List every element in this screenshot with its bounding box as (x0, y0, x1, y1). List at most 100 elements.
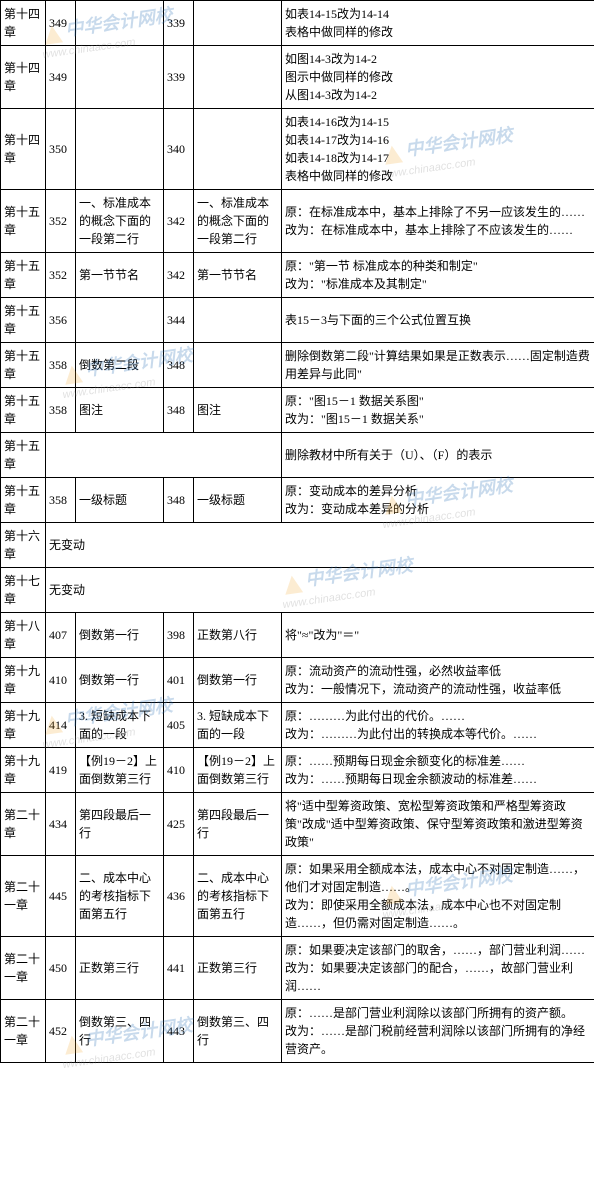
table-row: 第十四章350 340 如表14-16改为14-15如表14-17改为14-16如表… (1, 109, 594, 190)
errata-tbody: 第十四章349339如表14-15改为14-14表格中做同样的修改第十四章349… (1, 1, 594, 1063)
table-row: 第十五章356344表15－3与下面的三个公式位置互换 (1, 298, 594, 343)
cell-page-new: 401 (164, 658, 194, 703)
cell-loc-old: 【例19－2】上面倒数第三行 (76, 748, 164, 793)
cell-chapter: 第十四章 (1, 46, 46, 109)
table-row: 第十七章无变动 (1, 568, 594, 613)
cell-loc-new: 3. 短缺成本下面的一段 (194, 703, 282, 748)
errata-table: 第十四章349339如表14-15改为14-14表格中做同样的修改第十四章349… (0, 0, 594, 1063)
table-row: 第十九章419【例19－2】上面倒数第三行410【例19－2】上面倒数第三行原：… (1, 748, 594, 793)
cell-page-old: 434 (46, 793, 76, 856)
cell-loc-old: 第四段最后一行 (76, 793, 164, 856)
cell-chapter: 第十五章 (1, 190, 46, 253)
cell-chapter: 第二十一章 (1, 856, 46, 937)
cell-chapter: 第二十一章 (1, 1000, 46, 1063)
table-row: 第十八章407倒数第一行398正数第八行将"≈"改为"＝" (1, 613, 594, 658)
cell-merged: 无变动 (46, 568, 594, 613)
cell-loc-new: 【例19－2】上面倒数第三行 (194, 748, 282, 793)
cell-loc-old: 倒数第二段 (76, 343, 164, 388)
cell-loc-old (76, 109, 164, 190)
cell-page-old: 349 (46, 46, 76, 109)
cell-page-old: 414 (46, 703, 76, 748)
cell-loc-old: 第一节节名 (76, 253, 164, 298)
table-row: 第十五章352第一节节名342第一节节名原："第一节 标准成本的种类和制定"改为… (1, 253, 594, 298)
cell-chapter: 第十六章 (1, 523, 46, 568)
cell-page-new: 410 (164, 748, 194, 793)
table-row: 第二十一章450正数第三行441正数第三行原：如果要决定该部门的取舍，……，部门… (1, 937, 594, 1000)
cell-page-new: 348 (164, 343, 194, 388)
table-row: 第十四章349339如图14-3改为14-2图示中做同样的修改从图14-3改为1… (1, 46, 594, 109)
cell-loc-old: 一、标准成本的概念下面的一段第二行 (76, 190, 164, 253)
cell-loc-old: 倒数第一行 (76, 658, 164, 703)
cell-desc: 原：流动资产的流动性强，必然收益率低改为：一般情况下，流动资产的流动性强，收益率… (282, 658, 594, 703)
table-row: 第十六章无变动 (1, 523, 594, 568)
cell-loc-new: 一、标准成本的概念下面的一段第二行 (194, 190, 282, 253)
cell-desc: 将"≈"改为"＝" (282, 613, 594, 658)
cell-page-old: 358 (46, 388, 76, 433)
cell-loc-new (194, 109, 282, 190)
cell-loc-new (194, 46, 282, 109)
cell-chapter: 第十九章 (1, 748, 46, 793)
cell-loc-new: 倒数第三、四行 (194, 1000, 282, 1063)
cell-loc-new: 图注 (194, 388, 282, 433)
cell-page-old: 358 (46, 343, 76, 388)
cell-desc: 原：在标准成本中，基本上排除了不另一应该发生的……改为：在标准成本中，基本上排除… (282, 190, 594, 253)
cell-page-new: 443 (164, 1000, 194, 1063)
cell-page-new: 436 (164, 856, 194, 937)
cell-loc-new (194, 298, 282, 343)
cell-loc-new: 第四段最后一行 (194, 793, 282, 856)
cell-page-old: 352 (46, 253, 76, 298)
cell-page-new: 339 (164, 1, 194, 46)
cell-chapter: 第十五章 (1, 253, 46, 298)
table-row: 第二十章434第四段最后一行425第四段最后一行将"适中型筹资政策、宽松型筹资政… (1, 793, 594, 856)
cell-page-new: 342 (164, 253, 194, 298)
cell-page-new: 425 (164, 793, 194, 856)
cell-desc: 原：如果采用全额成本法，成本中心不对固定制造……，他们才对固定制造……。改为：即… (282, 856, 594, 937)
cell-chapter: 第十九章 (1, 658, 46, 703)
cell-chapter: 第十五章 (1, 343, 46, 388)
cell-loc-new: 正数第八行 (194, 613, 282, 658)
cell-chapter: 第十四章 (1, 109, 46, 190)
cell-loc-new: 一级标题 (194, 478, 282, 523)
table-row: 第二十一章452倒数第三、四行443倒数第三、四行原：……是部门营业利润除以该部… (1, 1000, 594, 1063)
table-row: 第十五章358倒数第二段348删除倒数第二段"计算结果如果是正数表示……固定制造… (1, 343, 594, 388)
cell-loc-old: 倒数第一行 (76, 613, 164, 658)
cell-chapter: 第十五章 (1, 433, 46, 478)
cell-page-new: 344 (164, 298, 194, 343)
cell-chapter: 第十五章 (1, 298, 46, 343)
cell-page-old: 445 (46, 856, 76, 937)
cell-page-new: 348 (164, 388, 194, 433)
cell-desc: 如表14-16改为14-15如表14-17改为14-16如表14-18改为14-… (282, 109, 594, 190)
cell-middle-merged (46, 433, 282, 478)
cell-desc: 原："图15－1 数据关系图"改为："图15－1 数据关系" (282, 388, 594, 433)
cell-page-old: 452 (46, 1000, 76, 1063)
cell-loc-new: 第一节节名 (194, 253, 282, 298)
cell-desc: 原：变动成本的差异分析改为：变动成本差异的分析 (282, 478, 594, 523)
cell-desc: 表15－3与下面的三个公式位置互换 (282, 298, 594, 343)
cell-page-new: 339 (164, 46, 194, 109)
cell-page-old: 419 (46, 748, 76, 793)
cell-loc-old: 正数第三行 (76, 937, 164, 1000)
cell-loc-new: 正数第三行 (194, 937, 282, 1000)
cell-page-new: 405 (164, 703, 194, 748)
cell-chapter: 第十四章 (1, 1, 46, 46)
cell-page-old: 358 (46, 478, 76, 523)
cell-loc-new (194, 1, 282, 46)
cell-chapter: 第二十一章 (1, 937, 46, 1000)
cell-desc: 原：……是部门营业利润除以该部门所拥有的资产额。改为：……是部门税前经营利润除以… (282, 1000, 594, 1063)
cell-page-new: 340 (164, 109, 194, 190)
cell-page-old: 350 (46, 109, 76, 190)
table-row: 第二十一章445二、成本中心的考核指标下面第五行436二、成本中心的考核指标下面… (1, 856, 594, 937)
cell-desc: 原：………为此付出的代价。……改为：………为此付出的转换成本等代价。…… (282, 703, 594, 748)
cell-loc-old (76, 298, 164, 343)
cell-loc-new (194, 343, 282, 388)
cell-page-old: 410 (46, 658, 76, 703)
table-row: 第十四章349339如表14-15改为14-14表格中做同样的修改 (1, 1, 594, 46)
cell-desc: 原：如果要决定该部门的取舍，……，部门营业利润……改为：如果要决定该部门的配合，… (282, 937, 594, 1000)
cell-chapter: 第二十章 (1, 793, 46, 856)
cell-loc-new: 倒数第一行 (194, 658, 282, 703)
cell-loc-old (76, 46, 164, 109)
table-row: 第十五章 删除教材中所有关于（U）、（F）的表示 (1, 433, 594, 478)
cell-desc: 将"适中型筹资政策、宽松型筹资政策和严格型筹资政策"改成"适中型筹资政策、保守型… (282, 793, 594, 856)
cell-page-old: 407 (46, 613, 76, 658)
cell-desc: 删除教材中所有关于（U）、（F）的表示 (282, 433, 594, 478)
